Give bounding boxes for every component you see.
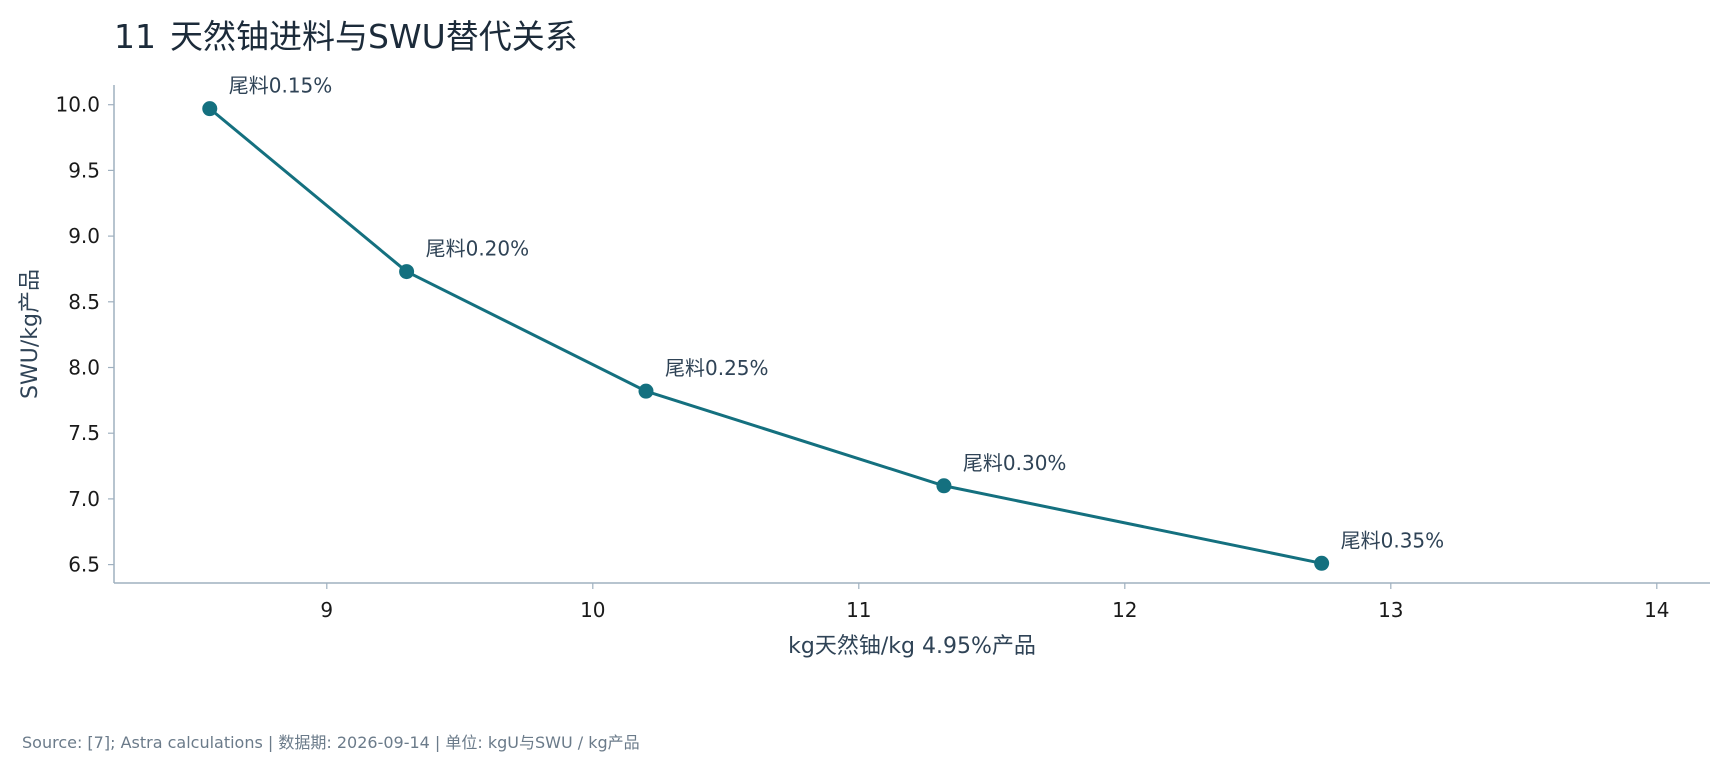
x-tick-label: 12 [1112,598,1137,622]
y-tick-label: 9.5 [68,158,100,182]
data-point [202,101,218,117]
chart-title: 11 天然铀进料与SWU替代关系 [114,10,578,58]
data-point [638,383,654,399]
chart-plot: 9 10 11 12 13 14 6.5 7.0 7.5 8.0 8.5 9.0 9.5 10.0 kg天然… [18,74,1710,659]
data-label: 尾料0.30% [963,451,1067,475]
series-line-layer [208,107,1322,565]
source-note: Source: [7]; Astra calculations | 数据期: 2… [22,733,640,752]
data-point [936,478,952,494]
x-tick-label: 10 [580,598,605,622]
data-labels: 尾料0.15% 尾料0.20% 尾料0.25% 尾料0.30% 尾料0.35% [229,74,1444,553]
data-label: 尾料0.35% [1341,528,1445,552]
y-axis-title: SWU/kg产品 [18,269,43,399]
axes: 9 10 11 12 13 14 6.5 7.0 7.5 8.0 8.5 9.0 9.5 10.0 kg天然… [18,85,1710,659]
y-tick-label: 6.5 [68,553,100,577]
data-label: 尾料0.20% [426,237,530,261]
y-tick-label: 10.0 [55,93,100,117]
data-point [1314,555,1330,571]
y-tick-label: 8.0 [68,356,100,380]
y-tick-label: 7.5 [68,421,100,445]
data-label: 尾料0.25% [665,356,769,380]
data-points [202,101,1330,571]
y-tick-label: 9.0 [68,224,100,248]
x-tick-label: 11 [846,598,871,622]
y-tick-label: 7.0 [68,487,100,511]
data-label: 尾料0.15% [229,74,333,98]
x-tick-label: 14 [1644,598,1669,622]
y-tick-label: 8.5 [68,290,100,314]
x-axis-title: kg天然铀/kg 4.95%产品 [788,634,1036,659]
x-tick-label: 13 [1378,598,1403,622]
chart-number: 11 [114,17,156,56]
chart-title-text: 天然铀进料与SWU替代关系 [170,17,578,56]
data-point [399,264,415,280]
x-tick-label: 9 [320,598,333,622]
series-line [208,107,1322,565]
